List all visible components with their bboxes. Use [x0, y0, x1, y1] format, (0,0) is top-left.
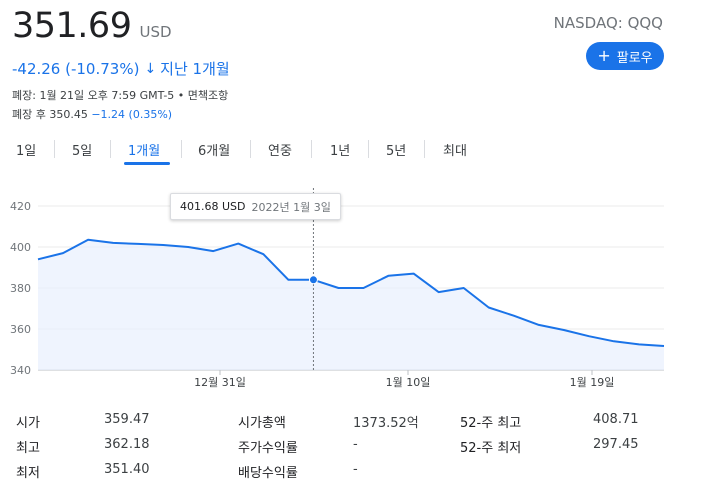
tab-divider [311, 140, 312, 158]
tab-1y[interactable]: 1년 [330, 144, 351, 159]
stat-label-dividend-yield: 배당수익률 [238, 466, 298, 481]
tab-max[interactable]: 최대 [443, 144, 467, 159]
price-change: -42.26 (-10.73%) ↓ 지난 1개월 [12, 58, 230, 79]
stat-value-open: 359.47 [104, 412, 150, 427]
stat-label-pe-ratio: 주가수익률 [238, 441, 298, 456]
tab-1d[interactable]: 1일 [16, 144, 37, 159]
tooltip-value: 401.68 USD [180, 200, 246, 213]
active-tab-indicator [124, 162, 170, 165]
series-line [37, 238, 665, 347]
tab-5y[interactable]: 5년 [386, 144, 407, 159]
x-tick-label: 1월 10일 [386, 375, 431, 388]
change-period: 지난 1개월 [160, 60, 230, 78]
stat-value-market-cap: 1373.52억 [353, 416, 419, 431]
stats-row: 시가 359.47 시가총액 1373.52억 52-주 최고 408.71 [16, 412, 656, 434]
stats-row: 최고 362.18 주가수익률 - 52-주 최저 297.45 [16, 437, 656, 459]
tab-divider [54, 140, 55, 158]
tab-ytd[interactable]: 연중 [268, 144, 292, 159]
current-price: 351.69 [12, 6, 132, 46]
tooltip-date: 2022년 1월 3일 [251, 200, 331, 214]
tab-divider [110, 140, 111, 158]
stats-row: 최저 351.40 배당수익률 - [16, 462, 656, 484]
price-chart[interactable]: 340 360 380 400 420 12월 31일 1월 10일 1월 19일 [0, 188, 707, 388]
x-tick-label: 12월 31일 [194, 375, 246, 388]
stats-table: 시가 359.47 시가총액 1373.52억 52-주 최고 408.71 최… [16, 412, 656, 486]
stat-label-52w-low: 52-주 최저 [460, 441, 522, 456]
currency-label: USD [139, 23, 172, 41]
stat-value-high: 362.18 [104, 437, 150, 452]
stat-label-low: 최저 [16, 466, 40, 481]
stat-value-dividend-yield: - [353, 462, 358, 477]
after-hours-info: 폐장 후 350.45 −1.24 (0.35%) [12, 106, 172, 122]
area-fill [38, 239, 664, 370]
tab-divider [368, 140, 369, 158]
chart-tooltip: 401.68 USD 2022년 1월 3일 [170, 193, 341, 220]
y-tick-label: 420 [10, 200, 31, 213]
stat-value-52w-high: 408.71 [593, 412, 639, 427]
after-hours-price: 폐장 후 350.45 [12, 108, 88, 121]
tab-divider [181, 140, 182, 158]
y-tick-label: 340 [10, 364, 31, 377]
follow-button[interactable]: + 팔로우 [586, 42, 664, 70]
stat-value-pe-ratio: - [353, 437, 358, 452]
stat-label-52w-high: 52-주 최고 [460, 416, 522, 431]
arrow-down-icon: ↓ [144, 60, 157, 77]
tab-1m[interactable]: 1개월 [128, 144, 161, 159]
stat-label-open: 시가 [16, 416, 40, 431]
y-tick-label: 380 [10, 282, 31, 295]
quote-header: 351.69 USD [12, 6, 172, 46]
tab-5d[interactable]: 5일 [72, 144, 93, 159]
y-tick-label: 400 [10, 241, 31, 254]
stat-value-52w-low: 297.45 [593, 437, 639, 452]
follow-button-label: 팔로우 [616, 50, 653, 66]
tab-divider [424, 140, 425, 158]
price-chart-svg: 340 360 380 400 420 12월 31일 1월 10일 1월 19일 [10, 188, 665, 388]
stat-label-market-cap: 시가총액 [238, 416, 286, 431]
highlighted-point [308, 275, 318, 285]
ticker-symbol: NASDAQ: QQQ [553, 14, 663, 32]
stat-label-high: 최고 [16, 441, 40, 456]
plus-icon: + [597, 46, 611, 65]
x-tick-label: 1월 19일 [570, 375, 615, 388]
closed-info: 폐장: 1월 21일 오후 7:59 GMT-5 • 면책조항 [12, 89, 229, 102]
tab-divider [250, 140, 251, 158]
y-tick-label: 360 [10, 323, 31, 336]
change-value: -42.26 (-10.73%) [12, 59, 140, 78]
after-hours-change: −1.24 (0.35%) [91, 108, 173, 121]
stat-value-low: 351.40 [104, 462, 150, 477]
tab-6m[interactable]: 6개월 [198, 144, 231, 159]
